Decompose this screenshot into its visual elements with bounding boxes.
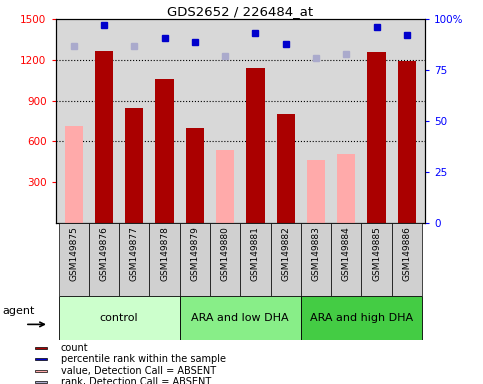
Text: agent: agent: [3, 306, 35, 316]
Bar: [180, 296, 301, 340]
Text: GSM149876: GSM149876: [99, 227, 109, 281]
Text: GSM149886: GSM149886: [402, 227, 412, 281]
Text: control: control: [100, 313, 139, 323]
Text: ARA and low DHA: ARA and low DHA: [191, 313, 289, 323]
Text: value, Detection Call = ABSENT: value, Detection Call = ABSENT: [61, 366, 216, 376]
Bar: [331, 223, 361, 296]
Text: GSM149884: GSM149884: [342, 227, 351, 281]
Bar: [270, 223, 301, 296]
Bar: [368, 53, 385, 223]
Bar: [35, 358, 47, 360]
Bar: [58, 223, 89, 296]
Bar: [149, 223, 180, 296]
Bar: [277, 114, 295, 223]
Text: percentile rank within the sample: percentile rank within the sample: [61, 354, 226, 364]
Bar: [65, 126, 83, 223]
Bar: [156, 79, 174, 223]
Bar: [58, 296, 180, 340]
Bar: [186, 128, 204, 223]
Text: GSM149881: GSM149881: [251, 227, 260, 281]
Bar: [89, 223, 119, 296]
Text: rank, Detection Call = ABSENT: rank, Detection Call = ABSENT: [61, 377, 211, 384]
Bar: [337, 154, 355, 223]
Bar: [216, 150, 234, 223]
Text: GSM149878: GSM149878: [160, 227, 169, 281]
Bar: [35, 370, 47, 372]
Bar: [307, 160, 325, 223]
Bar: [35, 347, 47, 349]
Text: GSM149877: GSM149877: [130, 227, 139, 281]
Bar: [361, 223, 392, 296]
Text: GSM149880: GSM149880: [221, 227, 229, 281]
Bar: [95, 51, 113, 223]
Bar: [301, 296, 422, 340]
Text: GSM149882: GSM149882: [281, 227, 290, 281]
Bar: [246, 68, 265, 223]
Text: GSM149883: GSM149883: [312, 227, 321, 281]
Bar: [125, 108, 143, 223]
Text: GSM149879: GSM149879: [190, 227, 199, 281]
Bar: [180, 223, 210, 296]
Text: GSM149875: GSM149875: [69, 227, 78, 281]
Text: count: count: [61, 343, 88, 353]
Text: GSM149885: GSM149885: [372, 227, 381, 281]
Bar: [35, 381, 47, 383]
Bar: [119, 223, 149, 296]
Bar: [210, 223, 241, 296]
Bar: [301, 223, 331, 296]
Bar: [398, 61, 416, 223]
Text: ARA and high DHA: ARA and high DHA: [310, 313, 413, 323]
Bar: [392, 223, 422, 296]
Bar: [241, 223, 270, 296]
Title: GDS2652 / 226484_at: GDS2652 / 226484_at: [167, 5, 313, 18]
